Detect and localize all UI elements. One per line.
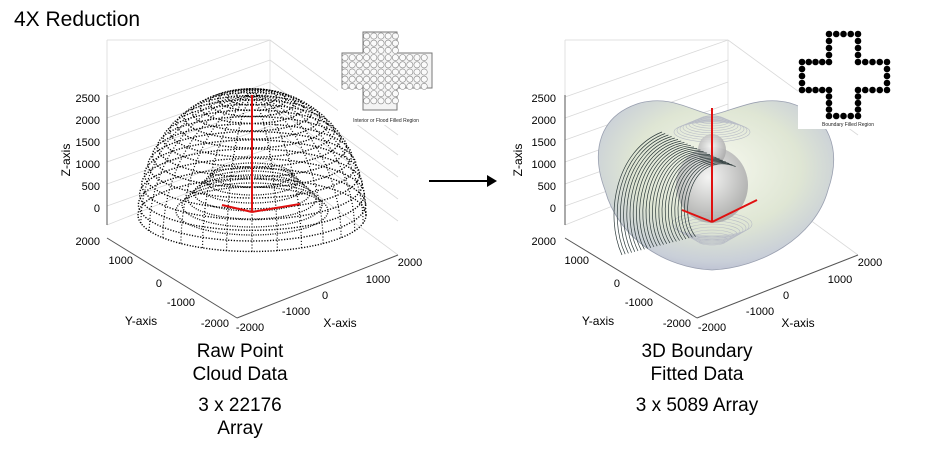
x-tick: -2000 <box>698 322 726 334</box>
y-tick: 2000 <box>76 236 100 248</box>
y-tick: -2000 <box>201 318 229 330</box>
x-ticks: -2000 -1000 0 1000 2000 <box>698 257 882 334</box>
y-tick: 0 <box>614 278 620 290</box>
z-tick: 1000 <box>76 159 100 171</box>
z-axis-label: Z-axis <box>59 144 73 177</box>
left-array-line2: Array <box>217 418 263 439</box>
z-tick: 1500 <box>532 137 556 149</box>
left-array-line1: 3 x 22176 <box>198 395 282 416</box>
x-tick: 0 <box>322 290 328 302</box>
red-axes <box>681 108 758 223</box>
right-array-size: 3 x 5089 Array <box>612 394 782 417</box>
y-ticks: 2000 1000 0 -1000 -2000 <box>76 236 229 330</box>
slide-title: 4X Reduction <box>14 8 141 31</box>
x-tick: 2000 <box>398 257 422 269</box>
z-ticks: 2500 2000 1500 1000 500 0 <box>532 93 556 215</box>
x-tick: 1000 <box>828 274 852 286</box>
z-tick: 500 <box>82 181 100 193</box>
right-array-line1: 3 x 5089 Array <box>635 395 759 416</box>
z-tick: 2500 <box>532 93 556 105</box>
z-tick: 1000 <box>532 159 556 171</box>
x-tick: -2000 <box>236 322 264 334</box>
transform-arrow <box>429 175 497 187</box>
right-caption-line1: 3D Boundary <box>641 341 753 362</box>
z-tick: 500 <box>538 181 556 193</box>
boundary-filled-cross-inset: Boundary Filled Region <box>798 29 898 129</box>
left-caption-line1: Raw Point <box>196 341 284 362</box>
left-caption-line2: Cloud Data <box>192 364 288 385</box>
y-tick: -1000 <box>625 297 653 309</box>
z-tick: 2000 <box>532 115 556 127</box>
z-ticks: 2500 2000 1500 1000 500 0 <box>76 93 100 215</box>
x-tick: 0 <box>783 290 789 302</box>
z-tick: 0 <box>94 203 100 215</box>
y-tick: 1000 <box>109 255 133 267</box>
axis-lines <box>564 95 859 319</box>
red-axes <box>221 95 301 213</box>
x-axis-label: X-axis <box>323 316 356 330</box>
left-array-size: 3 x 22176 Array <box>170 394 310 440</box>
y-axis-label: Y-axis <box>125 314 157 328</box>
x-tick: 1000 <box>366 274 390 286</box>
y-tick: 2000 <box>532 236 556 248</box>
y-tick: -1000 <box>167 297 195 309</box>
x-ticks: -2000 -1000 0 1000 2000 <box>236 257 422 334</box>
inset-caption: Interior or Flood Filled Region <box>353 118 419 124</box>
z-tick: 0 <box>550 203 556 215</box>
z-tick: 2500 <box>76 93 100 105</box>
z-tick: 2000 <box>76 115 100 127</box>
y-tick: -2000 <box>663 318 691 330</box>
axis-lines <box>106 95 399 319</box>
right-caption: 3D Boundary Fitted Data <box>612 340 782 386</box>
y-axis-label: Y-axis <box>582 314 614 328</box>
z-tick: 1500 <box>76 137 100 149</box>
y-tick: 1000 <box>565 255 589 267</box>
y-tick: 0 <box>156 278 162 290</box>
y-ticks: 2000 1000 0 -1000 -2000 <box>532 236 691 330</box>
flood-filled-cross-inset: Interior or Flood Filled Region <box>338 29 434 125</box>
inset-caption: Boundary Filled Region <box>822 122 874 128</box>
x-axis-label: X-axis <box>781 316 814 330</box>
x-tick: -1000 <box>746 306 774 318</box>
left-caption: Raw Point Cloud Data <box>170 340 310 386</box>
z-axis-label: Z-axis <box>511 144 525 177</box>
x-tick: -1000 <box>282 306 310 318</box>
x-tick: 2000 <box>858 257 882 269</box>
right-caption-line2: Fitted Data <box>650 364 744 385</box>
